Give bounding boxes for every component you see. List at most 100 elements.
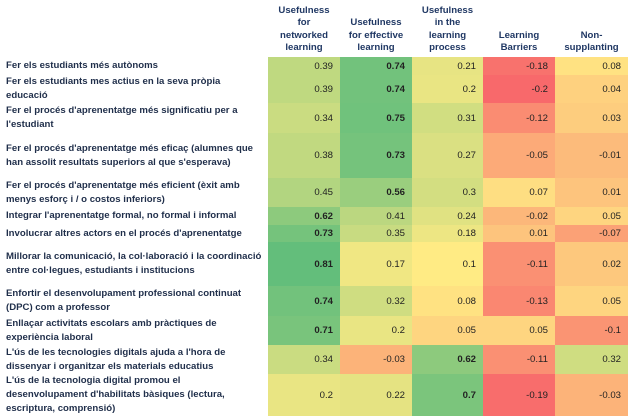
column-header-line: for effective	[348, 29, 404, 41]
heatmap-cell-usefulness-for-effective-learning: 0.17	[340, 242, 412, 286]
row-label-text: Millorar la comunicació, la col·laboraci…	[6, 251, 262, 276]
column-header-line: supplanting	[564, 42, 619, 54]
heatmap-cell-usefulness-in-the-learning-process: 0.18	[412, 225, 483, 242]
column-header-non-supplanting: Non-supplanting	[555, 0, 628, 57]
column-header-line: Usefulness	[278, 4, 330, 16]
heatmap-cell-usefulness-for-networked-learning: 0.39	[268, 75, 340, 103]
heatmap-cell-non-supplanting: 0.05	[555, 207, 628, 225]
heatmap-cell-usefulness-for-networked-learning: 0.62	[268, 207, 340, 225]
heatmap-cell-learning-barriers: -0.05	[483, 133, 555, 178]
heatmap-cell-usefulness-for-effective-learning: 0.73	[340, 133, 412, 178]
heatmap-cell-usefulness-for-networked-learning: 0.73	[268, 225, 340, 242]
heatmap-cell-usefulness-in-the-learning-process: 0.31	[412, 103, 483, 133]
column-header-line: learning	[285, 42, 323, 54]
row-label-text: Fer el procés d'aprenentatge més eficaç …	[6, 142, 254, 168]
heatmap-cell-usefulness-in-the-learning-process: 0.24	[412, 207, 483, 225]
row-label-text: L'ús de la tecnologia digital promou el …	[6, 375, 225, 414]
column-header-line: in the	[434, 17, 461, 29]
heatmap-cell-usefulness-in-the-learning-process: 0.05	[412, 316, 483, 345]
heatmap-cell-usefulness-in-the-learning-process: 0.62	[412, 345, 483, 374]
heatmap-cell-usefulness-for-effective-learning: 0.56	[340, 178, 412, 207]
column-header-line: Barriers	[500, 42, 538, 54]
heatmap-cell-usefulness-for-networked-learning: 0.45	[268, 178, 340, 207]
column-header-usefulness-for-effective-learning: Usefulness for effective learning	[340, 0, 412, 57]
heatmap-cell-non-supplanting: 0.02	[555, 242, 628, 286]
heatmap-cell-learning-barriers: 0.07	[483, 178, 555, 207]
column-header-line: Non-	[580, 29, 603, 41]
heatmap-cell-non-supplanting: 0.04	[555, 75, 628, 103]
heatmap-cell-non-supplanting: 0.05	[555, 286, 628, 316]
row-label: Integrar l'aprenentatge formal, no forma…	[6, 207, 264, 225]
row-label: Enllaçar activitats escolars amb pràctiq…	[6, 316, 264, 345]
heatmap-cell-usefulness-in-the-learning-process: 0.1	[412, 242, 483, 286]
row-label: Enfortir el desenvolupament professional…	[6, 286, 264, 316]
heatmap-cell-learning-barriers: -0.18	[483, 57, 555, 75]
row-label: L'ús de la tecnologia digital promou el …	[6, 374, 264, 416]
column-header-usefulness-in-the-learning-process: Usefulness in the learning process	[412, 0, 483, 57]
row-label: Fer el procés d'aprenentatge més signifi…	[6, 103, 264, 133]
heatmap-cell-non-supplanting: 0.01	[555, 178, 628, 207]
heatmap-cell-usefulness-for-effective-learning: 0.32	[340, 286, 412, 316]
row-label: Fer els estudiants mes actius en la seva…	[6, 75, 264, 103]
heatmap-cell-usefulness-in-the-learning-process: 0.3	[412, 178, 483, 207]
row-label: Fer el procés d'aprenentatge més eficien…	[6, 178, 264, 207]
heatmap-cell-learning-barriers: -0.12	[483, 103, 555, 133]
heatmap-cell-usefulness-in-the-learning-process: 0.27	[412, 133, 483, 178]
heatmap-cell-learning-barriers: -0.2	[483, 75, 555, 103]
heatmap-cell-learning-barriers: -0.02	[483, 207, 555, 225]
heatmap-cell-usefulness-for-effective-learning: -0.03	[340, 345, 412, 374]
heatmap-cell-usefulness-for-networked-learning: 0.71	[268, 316, 340, 345]
row-label-text: Fer els estudiants més autònoms	[6, 60, 158, 72]
heatmap-cell-non-supplanting: -0.07	[555, 225, 628, 242]
heatmap-cell-usefulness-for-effective-learning: 0.75	[340, 103, 412, 133]
heatmap-cell-non-supplanting: 0.08	[555, 57, 628, 75]
column-header-line: learning	[357, 42, 395, 54]
heatmap-cell-non-supplanting: -0.01	[555, 133, 628, 178]
heatmap-cell-usefulness-for-effective-learning: 0.35	[340, 225, 412, 242]
column-header-line: Learning	[498, 29, 540, 41]
heatmap-cell-usefulness-in-the-learning-process: 0.21	[412, 57, 483, 75]
heatmap-cell-usefulness-for-effective-learning: 0.74	[340, 57, 412, 75]
heatmap-cell-usefulness-for-networked-learning: 0.39	[268, 57, 340, 75]
row-label-text: Integrar l'aprenentatge formal, no forma…	[6, 210, 237, 222]
row-label-text: Enfortir el desenvolupament professional…	[6, 288, 242, 313]
heatmap-cell-learning-barriers: 0.05	[483, 316, 555, 345]
heatmap-cell-usefulness-for-effective-learning: 0.22	[340, 374, 412, 416]
heatmap-cell-non-supplanting: 0.03	[555, 103, 628, 133]
row-label-text: Enllaçar activitats escolars amb pràctiq…	[6, 317, 217, 343]
column-header-line: learning	[428, 29, 467, 41]
column-header-line: process	[429, 42, 466, 54]
row-label-text: Fer el procés d'aprenentatge més eficien…	[6, 179, 240, 205]
row-label-text: L'ús de les tecnologies digitals ajuda a…	[6, 346, 226, 372]
heatmap-cell-usefulness-in-the-learning-process: 0.08	[412, 286, 483, 316]
heatmap-cell-usefulness-for-networked-learning: 0.81	[268, 242, 340, 286]
heatmap-cell-non-supplanting: 0.32	[555, 345, 628, 374]
heatmap-cell-learning-barriers: -0.13	[483, 286, 555, 316]
heatmap-cell-usefulness-for-effective-learning: 0.2	[340, 316, 412, 345]
heatmap-cell-learning-barriers: 0.01	[483, 225, 555, 242]
heatmap-cell-usefulness-in-the-learning-process: 0.7	[412, 374, 483, 416]
row-label: Millorar la comunicació, la col·laboraci…	[6, 242, 264, 286]
row-label: Fer el procés d'aprenentatge més eficaç …	[6, 133, 264, 178]
row-label: L'ús de les tecnologies digitals ajuda a…	[6, 345, 264, 374]
column-header-usefulness-for-networked-learning: Usefulness for networked learning	[268, 0, 340, 57]
heatmap-cell-non-supplanting: -0.1	[555, 316, 628, 345]
row-label-text: Fer els estudiants mes actius en la seva…	[6, 76, 221, 101]
heatmap-cell-learning-barriers: -0.11	[483, 242, 555, 286]
row-label-text: Involucrar altres actors en el procés d'…	[6, 227, 242, 239]
heatmap-cell-non-supplanting: -0.03	[555, 374, 628, 416]
row-label-text: Fer el procés d'aprenentatge més signifi…	[6, 105, 238, 130]
heatmap-cell-usefulness-in-the-learning-process: 0.2	[412, 75, 483, 103]
column-header-line: for	[297, 17, 311, 29]
column-header-line: networked	[280, 29, 328, 41]
column-header-line: Usefulness	[350, 17, 402, 29]
heatmap-cell-usefulness-for-networked-learning: 0.34	[268, 103, 340, 133]
heatmap-cell-learning-barriers: -0.11	[483, 345, 555, 374]
heatmap-cell-usefulness-for-networked-learning: 0.34	[268, 345, 340, 374]
row-label: Involucrar altres actors en el procés d'…	[6, 225, 264, 242]
heatmap-cell-usefulness-for-networked-learning: 0.74	[268, 286, 340, 316]
heatmap-cell-learning-barriers: -0.19	[483, 374, 555, 416]
row-label: Fer els estudiants més autònoms	[6, 57, 264, 75]
heatmap-cell-usefulness-for-effective-learning: 0.74	[340, 75, 412, 103]
heatmap-cell-usefulness-for-networked-learning: 0.38	[268, 133, 340, 178]
